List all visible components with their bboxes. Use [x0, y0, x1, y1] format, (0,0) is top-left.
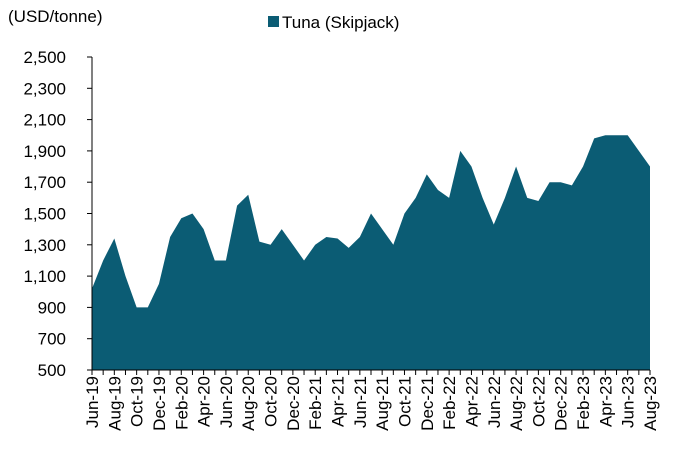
y-axis-label: (USD/tonne)	[8, 7, 102, 26]
y-tick-label: 2,100	[23, 111, 66, 130]
x-tick-label: Oct-20	[262, 376, 281, 427]
legend-swatch	[268, 16, 279, 27]
x-tick-label: Aug-20	[239, 376, 258, 431]
x-tick-label: Jun-20	[217, 376, 236, 428]
x-tick-label: Feb-22	[440, 376, 459, 430]
y-tick-label: 900	[38, 298, 66, 317]
x-tick-label: Apr-21	[329, 376, 348, 427]
x-tick-label: Apr-22	[462, 376, 481, 427]
y-tick-label: 1,700	[23, 173, 66, 192]
x-tick-label: Aug-21	[373, 376, 392, 431]
x-tick-label: Jun-19	[83, 376, 102, 428]
y-tick-label: 500	[38, 361, 66, 380]
y-tick-label: 1,300	[23, 236, 66, 255]
x-tick-label: Feb-23	[574, 376, 593, 430]
x-tick-label: Dec-22	[552, 376, 571, 431]
x-tick-label: Dec-20	[284, 376, 303, 431]
x-tick-label: Oct-21	[395, 376, 414, 427]
x-tick-label: Aug-19	[105, 376, 124, 431]
legend-label: Tuna (Skipjack)	[282, 13, 399, 32]
x-tick-label: Apr-23	[596, 376, 615, 427]
x-tick-label: Jun-21	[351, 376, 370, 428]
y-tick-label: 700	[38, 330, 66, 349]
x-tick-label: Aug-22	[507, 376, 526, 431]
x-tick-label: Oct-19	[128, 376, 147, 427]
y-tick-label: 1,500	[23, 205, 66, 224]
x-tick-label: Apr-20	[195, 376, 214, 427]
x-tick-label: Oct-22	[529, 376, 548, 427]
y-tick-label: 2,500	[23, 48, 66, 67]
x-tick-label: Feb-20	[172, 376, 191, 430]
y-tick-label: 1,100	[23, 267, 66, 286]
x-tick-label: Jun-23	[619, 376, 638, 428]
y-tick-label: 1,900	[23, 142, 66, 161]
x-tick-label: Dec-19	[150, 376, 169, 431]
x-tick-label: Dec-21	[418, 376, 437, 431]
area	[92, 135, 650, 370]
x-tick-label: Jun-22	[485, 376, 504, 428]
y-tick-label: 2,300	[23, 79, 66, 98]
x-tick-label: Aug-23	[641, 376, 660, 431]
x-tick-label: Feb-21	[306, 376, 325, 430]
